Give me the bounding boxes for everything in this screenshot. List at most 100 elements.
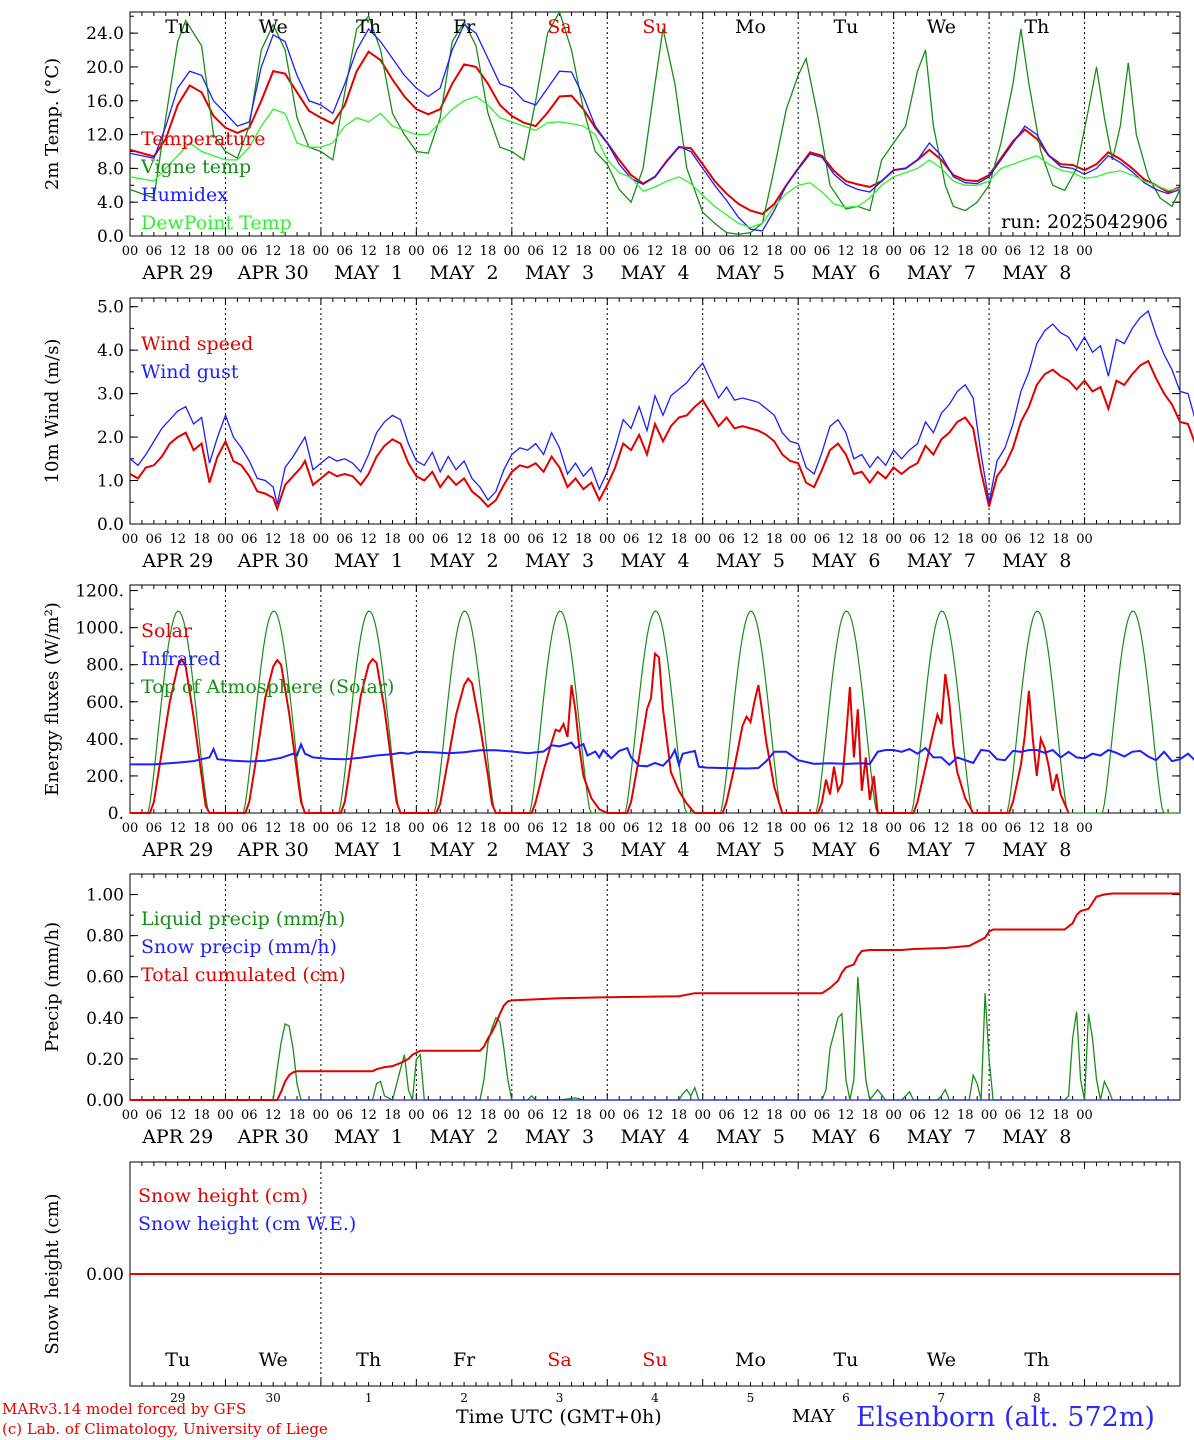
hour-tick-label: 18 bbox=[575, 532, 592, 547]
legend-entry: Total cumulated (cm) bbox=[141, 964, 346, 986]
legend-entry: Temperature bbox=[141, 128, 265, 150]
hour-tick-label: 18 bbox=[861, 244, 878, 259]
hour-tick-label: 06 bbox=[432, 244, 449, 259]
hour-tick-label: 12 bbox=[265, 821, 282, 836]
hour-tick-label: 18 bbox=[671, 821, 688, 836]
hour-tick-label: 12 bbox=[169, 532, 186, 547]
date-label: MAY 7 bbox=[907, 1126, 976, 1148]
hour-tick-label: 12 bbox=[647, 244, 664, 259]
hour-tick-label: 18 bbox=[861, 532, 878, 547]
hour-tick-label: 18 bbox=[766, 532, 783, 547]
hour-tick-label: 12 bbox=[742, 821, 759, 836]
y-tick-label: 600. bbox=[86, 693, 124, 713]
y-tick-label: 20.0 bbox=[86, 58, 124, 78]
hour-tick-label: 00 bbox=[408, 1108, 425, 1123]
hour-tick-label: 12 bbox=[360, 244, 377, 259]
hour-tick-label: 12 bbox=[742, 1108, 759, 1123]
date-label: MAY 4 bbox=[620, 1126, 689, 1148]
day-number-label: 5 bbox=[747, 1391, 755, 1405]
date-label: MAY 7 bbox=[907, 262, 976, 284]
panel-snow: 0.00 Snow height (cm) Snow height (cm) Snow… bbox=[42, 1161, 1181, 1387]
y-tick-label: 1.00 bbox=[86, 886, 124, 906]
y-tick-label: 0.00 bbox=[86, 1265, 124, 1285]
hour-tick-label: 00 bbox=[981, 1108, 998, 1123]
hour-tick-label: 06 bbox=[146, 821, 163, 836]
date-label: MAY 6 bbox=[811, 839, 880, 861]
time-axis-label: Time UTC (GMT+0h) bbox=[456, 1406, 662, 1428]
day-number-label: 3 bbox=[556, 1391, 564, 1405]
hour-tick-label: 18 bbox=[384, 244, 401, 259]
hour-tick-label: 12 bbox=[647, 1108, 664, 1123]
hour-tick-label: 00 bbox=[599, 1108, 616, 1123]
date-label: MAY 3 bbox=[525, 550, 594, 572]
weekday-label: Th bbox=[1024, 16, 1049, 38]
hour-tick-label: 12 bbox=[265, 1108, 282, 1123]
weekday-label: Fr bbox=[453, 1349, 476, 1371]
hour-tick-label: 00 bbox=[694, 244, 711, 259]
hour-tick-label: 06 bbox=[527, 821, 544, 836]
hour-tick-label: 06 bbox=[432, 532, 449, 547]
day-number-label: 7 bbox=[938, 1391, 946, 1405]
hour-tick-label: 06 bbox=[1005, 1108, 1022, 1123]
date-label: MAY 1 bbox=[334, 839, 403, 861]
hour-tick-label: 00 bbox=[981, 821, 998, 836]
hour-tick-label: 00 bbox=[122, 244, 139, 259]
hour-tick-label: 00 bbox=[885, 821, 902, 836]
hour-tick-label: 00 bbox=[790, 821, 807, 836]
hour-tick-label: 00 bbox=[217, 532, 234, 547]
hour-tick-label: 00 bbox=[504, 244, 521, 259]
hour-tick-label: 18 bbox=[766, 244, 783, 259]
hour-tick-label: 06 bbox=[623, 1108, 640, 1123]
weekday-label: We bbox=[259, 16, 288, 38]
hour-tick-label: 06 bbox=[432, 821, 449, 836]
panel-wind: 0.0 1.0 2.0 3.0 4.0 5.0 10m Wind (m/s) 00 06 12 18… bbox=[42, 297, 1194, 572]
date-label: MAY 6 bbox=[811, 262, 880, 284]
hour-tick-label: 12 bbox=[838, 821, 855, 836]
day-number-label: 30 bbox=[266, 1391, 281, 1405]
weekday-label: Mo bbox=[735, 1349, 766, 1371]
legend-entry: Solar bbox=[141, 620, 193, 642]
y-tick-label: 8.0 bbox=[97, 159, 124, 179]
day-number-label: 2 bbox=[460, 1391, 468, 1405]
hour-tick-label: 18 bbox=[193, 532, 210, 547]
hour-tick-label: 00 bbox=[1076, 532, 1093, 547]
hour-tick-label: 18 bbox=[384, 821, 401, 836]
y-tick-label: 4.0 bbox=[97, 341, 124, 361]
hour-tick-label: 06 bbox=[909, 1108, 926, 1123]
y-tick-label: 0.0 bbox=[97, 515, 124, 535]
y-axis-label: Energy fluxes (W/m²) bbox=[42, 602, 63, 796]
weekday-label: Mo bbox=[735, 16, 766, 38]
legend-entry: Wind gust bbox=[141, 361, 239, 383]
hour-tick-label: 06 bbox=[527, 532, 544, 547]
y-tick-label: 200. bbox=[86, 767, 124, 787]
weekday-label: Sa bbox=[547, 16, 571, 38]
legend-entry: Top of Atmosphere (Solar) bbox=[141, 676, 394, 698]
hour-tick-label: 00 bbox=[790, 244, 807, 259]
weekday-label: We bbox=[259, 1349, 288, 1371]
y-tick-label: 0.40 bbox=[86, 1009, 124, 1029]
y-tick-label: 0.60 bbox=[86, 968, 124, 988]
hour-tick-label: 18 bbox=[671, 244, 688, 259]
hour-tick-label: 06 bbox=[814, 532, 831, 547]
date-label: MAY 1 bbox=[334, 550, 403, 572]
legend-entry: DewPoint Temp bbox=[141, 212, 292, 234]
hour-tick-label: 06 bbox=[146, 1108, 163, 1123]
hour-tick-label: 12 bbox=[647, 532, 664, 547]
date-label: MAY 7 bbox=[907, 839, 976, 861]
date-label: APR 30 bbox=[237, 839, 309, 861]
series-line-temperature bbox=[129, 50, 1181, 216]
series-line-top-of-atmosphere bbox=[130, 610, 1180, 814]
credit-model: MARv3.14 model forced by GFS bbox=[2, 1400, 247, 1418]
hour-tick-label: 18 bbox=[861, 1108, 878, 1123]
hour-tick-label: 06 bbox=[432, 1108, 449, 1123]
hour-tick-label: 12 bbox=[933, 1108, 950, 1123]
hour-tick-label: 06 bbox=[1005, 821, 1022, 836]
y-tick-label: 0.0 bbox=[97, 227, 124, 247]
weekday-label: Tu bbox=[165, 16, 190, 38]
hour-tick-label: 06 bbox=[623, 244, 640, 259]
weekday-label: Su bbox=[642, 1349, 667, 1371]
hour-tick-label: 06 bbox=[241, 821, 258, 836]
date-label: MAY 3 bbox=[525, 1126, 594, 1148]
hour-tick-label: 00 bbox=[504, 532, 521, 547]
hour-tick-label: 18 bbox=[957, 1108, 974, 1123]
